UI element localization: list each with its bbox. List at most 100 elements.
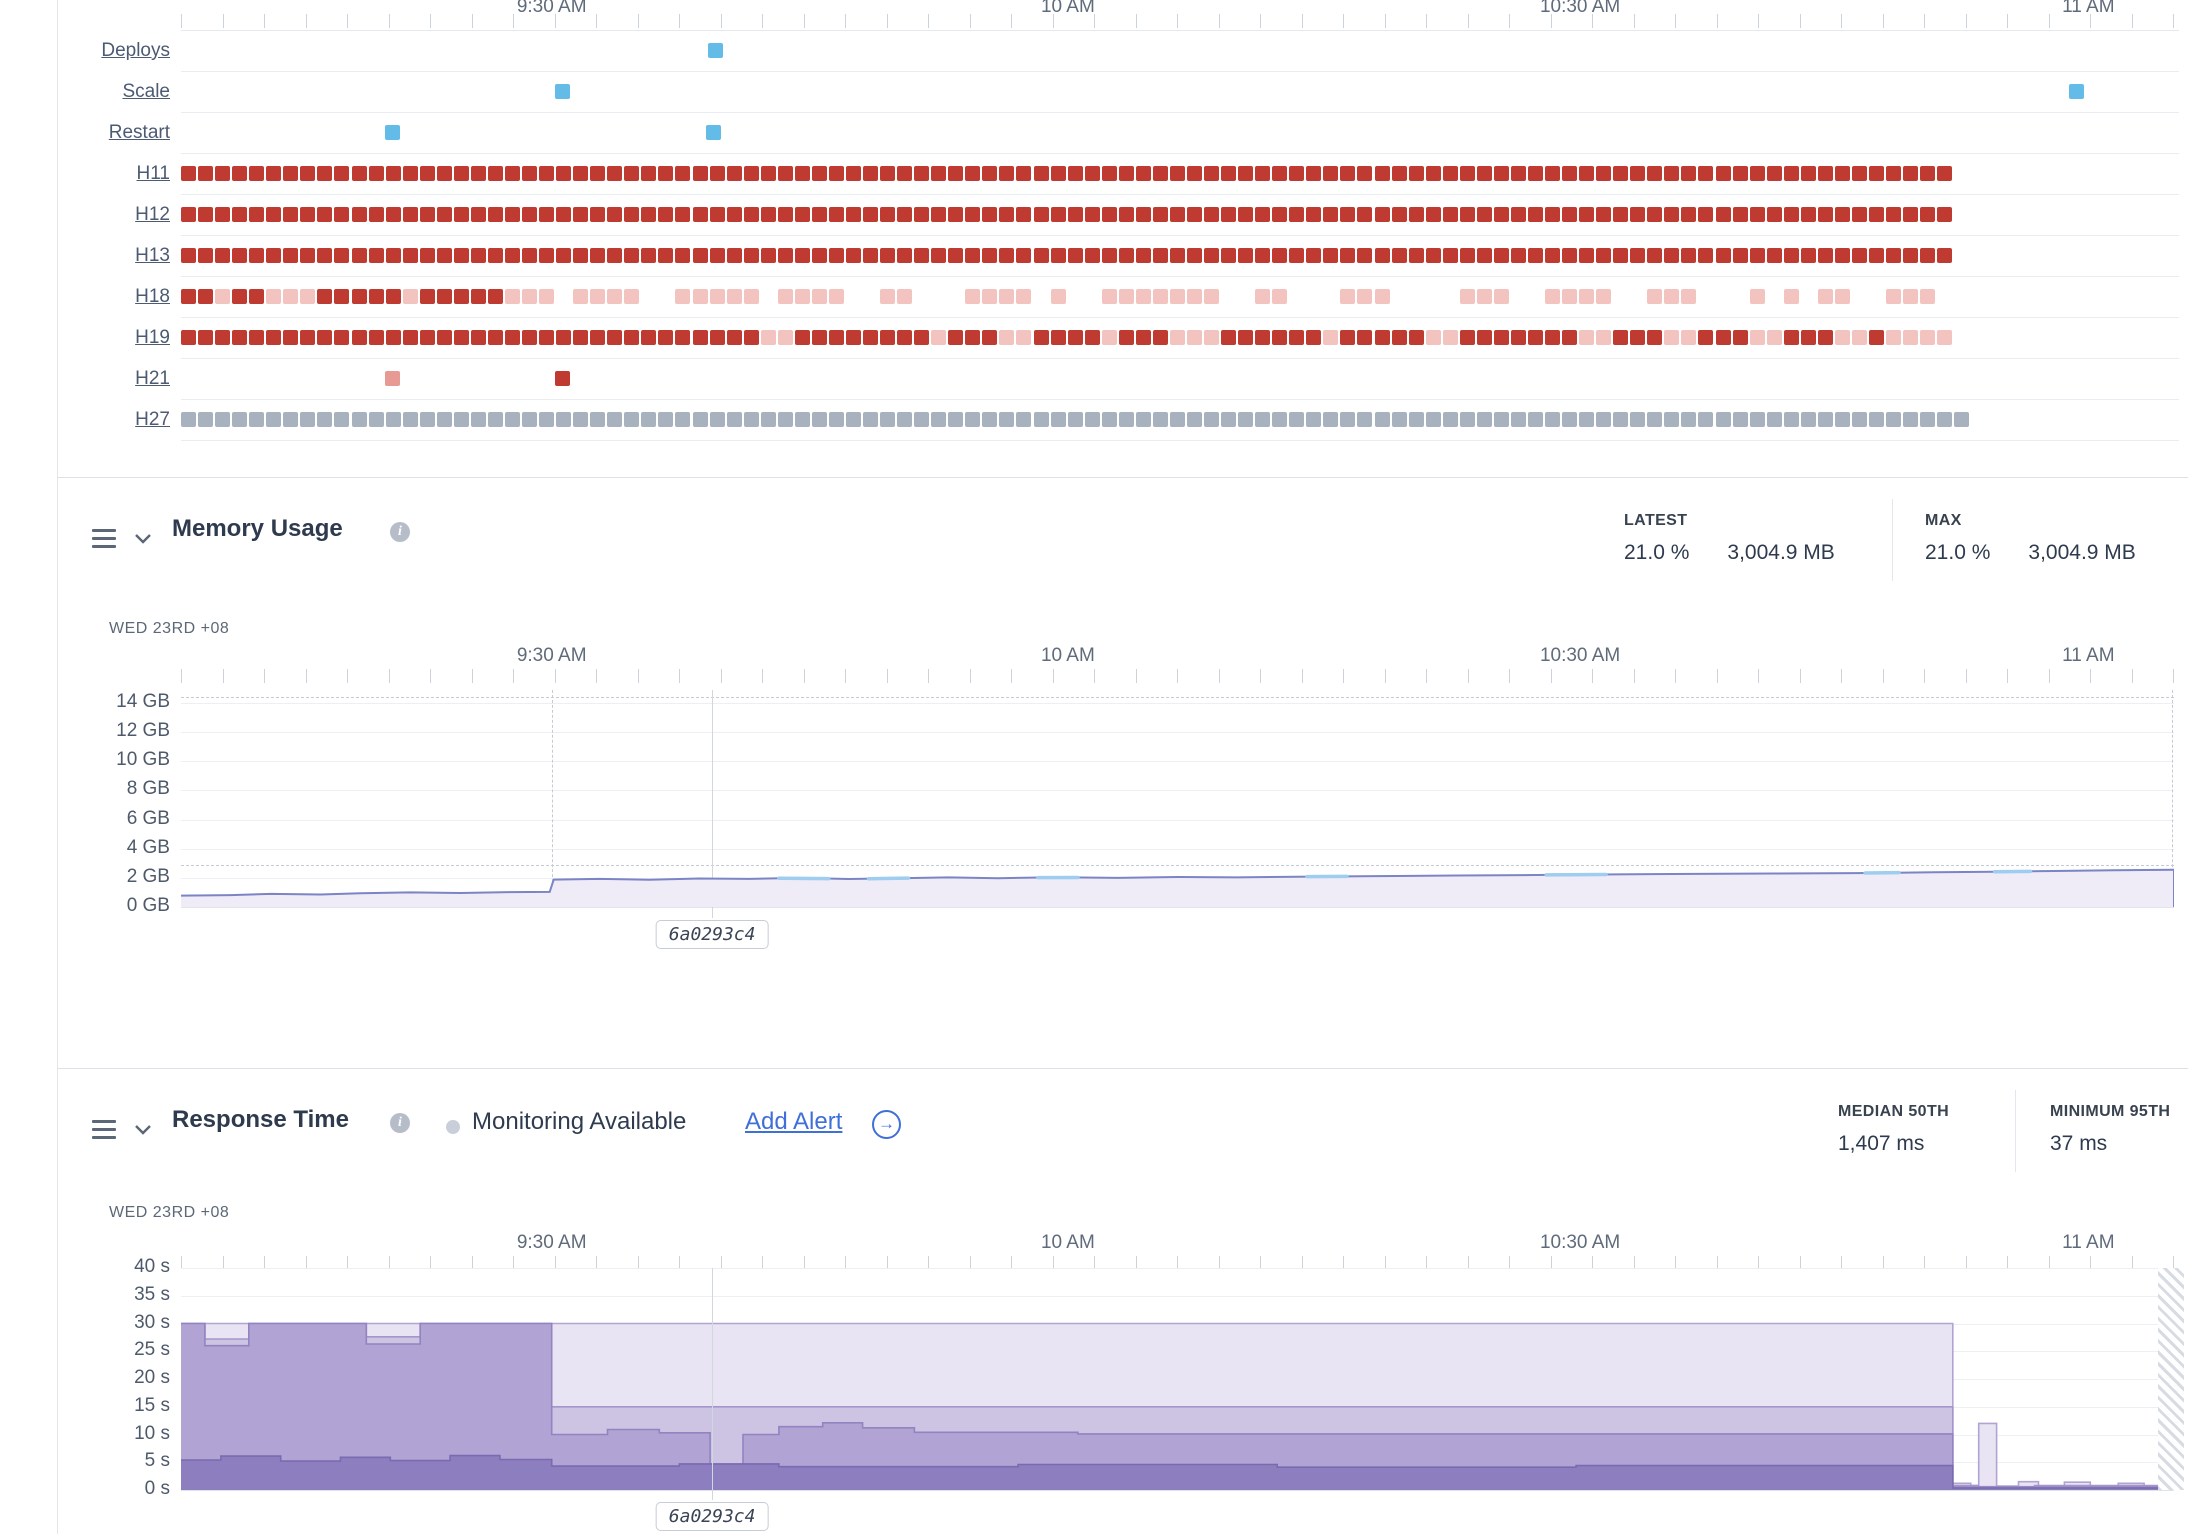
event-marker[interactable] — [385, 371, 401, 386]
heat-cell — [1766, 330, 1782, 345]
heat-cell — [1613, 207, 1629, 222]
heat-cell — [1698, 248, 1714, 263]
memory-panel-top-border — [57, 477, 2188, 478]
heat-cell — [777, 412, 793, 427]
heat-cell — [675, 330, 691, 345]
heat-cell — [845, 412, 861, 427]
event-row-label-h21[interactable]: H21 — [135, 368, 170, 389]
info-icon[interactable]: i — [390, 1113, 410, 1133]
heat-cell — [743, 207, 759, 222]
heat-cell — [1749, 166, 1765, 181]
event-row-label-h12[interactable]: H12 — [135, 204, 170, 225]
event-row-label-h27[interactable]: H27 — [135, 409, 170, 430]
heat-cell — [590, 330, 606, 345]
event-row-label-h19[interactable]: H19 — [135, 327, 170, 348]
heat-cell — [181, 412, 196, 427]
event-row-label-restart[interactable]: Restart — [108, 122, 170, 143]
heat-cell — [845, 248, 861, 263]
heat-cell — [931, 166, 947, 181]
heat-cell — [1238, 330, 1254, 345]
heat-cell — [1391, 330, 1407, 345]
time-axis-label: 10:30 AM — [1539, 0, 1621, 17]
heat-cell — [1681, 207, 1697, 222]
heat-cell — [266, 289, 282, 304]
axis-tick — [969, 14, 971, 28]
heat-cell — [1340, 330, 1356, 345]
release-marker-chip[interactable]: 6a0293c4 — [655, 920, 769, 949]
heat-cell — [1664, 412, 1680, 427]
heat-cell — [1630, 330, 1646, 345]
heat-cell — [1169, 166, 1185, 181]
event-marker[interactable] — [708, 43, 724, 58]
drag-handle-icon[interactable] — [92, 1120, 116, 1141]
event-row-label-h18[interactable]: H18 — [135, 286, 170, 307]
axis-tick — [1426, 1256, 1427, 1268]
axis-tick — [679, 1256, 680, 1268]
heat-cell — [811, 412, 827, 427]
heat-cell — [181, 166, 196, 181]
heat-cell — [539, 207, 555, 222]
heat-cell — [897, 412, 913, 427]
heat-cell — [385, 330, 401, 345]
heat-cell — [556, 207, 572, 222]
heat-cell — [1545, 248, 1560, 263]
axis-tick — [305, 669, 307, 683]
heat-cell — [1732, 248, 1748, 263]
heat-cell — [1408, 248, 1424, 263]
drag-handle-icon[interactable] — [92, 529, 116, 550]
heat-cell — [1510, 166, 1526, 181]
axis-tick — [1343, 14, 1344, 28]
heat-cell — [368, 248, 384, 263]
event-marker[interactable] — [554, 84, 570, 99]
axis-tick — [305, 14, 307, 28]
event-marker[interactable] — [2069, 84, 2085, 99]
chevron-down-icon[interactable] — [134, 533, 152, 545]
heat-cell — [1920, 412, 1936, 427]
axis-tick — [1011, 14, 1012, 28]
arrow-right-icon[interactable]: → — [872, 1110, 901, 1139]
info-icon[interactable]: i — [390, 522, 410, 542]
heat-cell — [1084, 330, 1100, 345]
event-row-cells-h11 — [181, 153, 2179, 195]
event-marker[interactable] — [706, 125, 722, 140]
heat-cell — [1630, 166, 1646, 181]
event-row-label-scale[interactable]: Scale — [122, 81, 170, 102]
heat-cell — [1459, 207, 1475, 222]
heat-cell — [999, 289, 1015, 304]
heat-cell — [760, 412, 776, 427]
heat-cell — [215, 412, 231, 427]
heat-cell — [402, 289, 418, 304]
memory-date-label: WED 23RD +08 — [109, 620, 230, 637]
event-row-label-h11[interactable]: H11 — [136, 163, 170, 184]
heat-cell — [1903, 289, 1919, 304]
add-alert-link[interactable]: Add Alert — [745, 1108, 843, 1135]
heat-cell — [1050, 330, 1066, 345]
heat-cell — [1579, 207, 1595, 222]
memory-gridline — [181, 703, 2174, 705]
axis-tick — [2173, 14, 2174, 28]
event-row-label-h13[interactable]: H13 — [135, 245, 170, 266]
heat-cell — [487, 248, 503, 263]
time-axis-label: 9:30 AM — [516, 0, 587, 17]
event-marker[interactable] — [554, 371, 570, 386]
axis-tick — [637, 14, 639, 28]
axis-tick — [1467, 14, 1469, 28]
axis-tick — [2131, 14, 2133, 28]
heat-cell — [1800, 207, 1816, 222]
memory-chart[interactable] — [181, 690, 2174, 907]
memory-gridline — [181, 732, 2174, 734]
heat-cell — [1135, 248, 1151, 263]
heat-cell — [777, 166, 793, 181]
heat-cell — [948, 248, 964, 263]
release-marker-chip[interactable]: 6a0293c4 — [655, 1502, 769, 1531]
event-marker[interactable] — [385, 125, 401, 140]
heat-cell — [982, 166, 998, 181]
heat-cell — [1357, 166, 1373, 181]
heat-cell — [522, 207, 537, 222]
chevron-down-icon[interactable] — [134, 1124, 152, 1136]
heat-cell — [811, 330, 827, 345]
response-time-chart[interactable] — [181, 1268, 2174, 1490]
event-row-label-deploys[interactable]: Deploys — [101, 40, 170, 61]
axis-tick — [1675, 14, 1676, 28]
axis-tick — [1343, 1256, 1344, 1268]
